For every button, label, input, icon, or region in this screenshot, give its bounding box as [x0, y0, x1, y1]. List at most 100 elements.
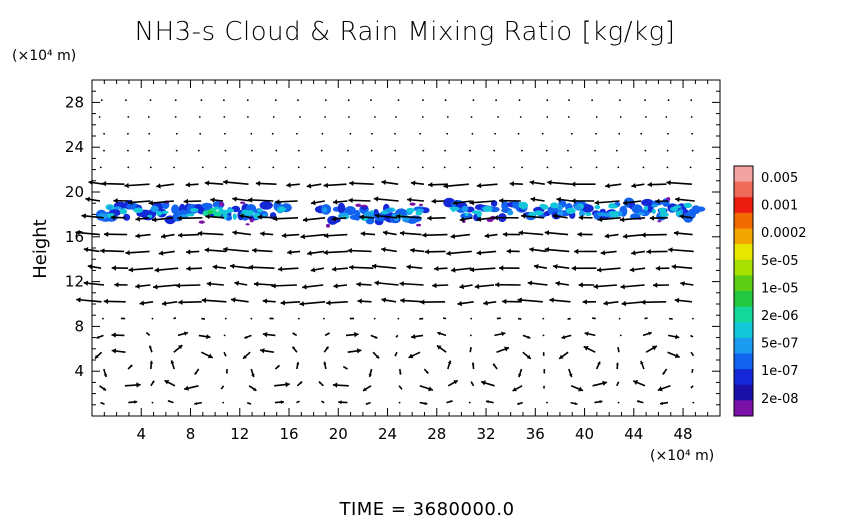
cloud-cell: [651, 204, 658, 208]
wind-vector-head: [207, 353, 213, 359]
wind-vector: [619, 334, 622, 337]
wind-vector-head: [660, 401, 663, 406]
wind-vector-head: [136, 382, 141, 388]
wind-vector-head: [655, 198, 660, 204]
wind-vector: [148, 149, 150, 152]
colorbar-swatch: [734, 353, 753, 370]
wind-vector-head: [120, 317, 123, 320]
wind-vector: [224, 149, 227, 152]
wind-vector-head: [424, 249, 430, 255]
wind-vector: [223, 334, 226, 337]
wind-vector: [493, 166, 495, 169]
wind-vector: [248, 199, 274, 202]
wind-vector: [421, 166, 424, 169]
cloud-cell: [363, 211, 374, 219]
colorbar-swatch: [734, 166, 753, 183]
wind-vector: [323, 317, 325, 320]
wind-vector-head: [178, 299, 183, 305]
wind-vector-head: [673, 230, 679, 236]
x-tick-label: 24: [378, 425, 397, 443]
wind-vector-head: [582, 299, 587, 305]
wind-vector: [644, 149, 647, 152]
wind-vector-head: [399, 230, 405, 236]
cloud-cell: [666, 197, 671, 202]
colorbar-swatch: [734, 369, 753, 386]
wind-vector-head: [483, 300, 488, 306]
wind-vector-head: [633, 380, 639, 385]
wind-vector-head: [571, 181, 576, 187]
wind-vector-head: [186, 249, 191, 255]
wind-vector-head: [221, 387, 223, 389]
wind-vector-head: [170, 360, 175, 364]
wind-vector-head: [552, 213, 558, 219]
wind-vector-head: [252, 387, 257, 391]
wind-vector: [224, 132, 226, 135]
wind-vector-head: [154, 267, 160, 273]
wind-vector-head: [85, 196, 90, 202]
wind-vector-head: [450, 233, 456, 239]
wind-vector: [665, 116, 668, 118]
cloud-cell: [594, 205, 601, 210]
colorbar-swatch: [734, 275, 753, 292]
wind-vector: [324, 116, 326, 118]
wind-vector-head: [323, 361, 327, 365]
wind-vector-head: [331, 266, 337, 272]
wind-vector: [397, 99, 400, 102]
wind-vector-head: [476, 216, 482, 222]
wind-vector: [197, 232, 224, 236]
cloud-cell: [253, 212, 261, 220]
wind-vector-head: [571, 265, 576, 271]
wind-vector-head: [381, 297, 386, 303]
wind-vector-head: [383, 230, 388, 236]
wind-vector-head: [310, 267, 316, 273]
wind-vector-head: [602, 380, 607, 386]
wind-vector-head: [459, 283, 465, 290]
wind-vector-head: [647, 181, 652, 188]
wind-vector-head: [280, 400, 284, 405]
wind-vector: [151, 317, 154, 320]
wind-vector-head: [146, 332, 149, 335]
wind-vector: [98, 116, 101, 118]
wind-vector-head: [324, 233, 329, 239]
cloud-cell: [597, 212, 607, 217]
cloud-cell: [565, 207, 576, 214]
wind-vector: [541, 132, 544, 135]
wind-vector: [446, 116, 449, 118]
wind-vector-head: [471, 381, 473, 384]
wind-vector: [275, 149, 278, 152]
wind-vector-head: [352, 317, 354, 320]
wind-vector: [127, 116, 130, 118]
colorbar-swatch: [734, 291, 753, 308]
wind-vector-head: [424, 401, 428, 406]
wind-vector: [546, 99, 549, 102]
wind-vector: [690, 116, 693, 118]
wind-vector-head: [223, 179, 228, 185]
x-tick-label: 20: [329, 425, 348, 443]
wind-vector: [472, 99, 475, 102]
cloud-cell: [556, 211, 564, 215]
wind-vector-head: [152, 217, 157, 223]
wind-vector-head: [183, 198, 189, 205]
cloud-cell: [219, 202, 225, 207]
wind-vector-head: [471, 362, 475, 365]
wind-vector-head: [597, 216, 603, 223]
wind-vector-head: [597, 267, 602, 273]
wind-vector-head: [495, 282, 500, 288]
wind-vector-head: [518, 230, 523, 236]
cloud-cell: [113, 206, 122, 210]
wind-vector-head: [527, 335, 531, 339]
wind-vector-head: [623, 200, 628, 206]
wind-vector-head: [374, 213, 380, 219]
wind-vector-head: [167, 400, 171, 403]
wind-vector-head: [396, 213, 401, 220]
wind-vector: [645, 116, 647, 118]
wind-vector-head: [574, 248, 579, 255]
wind-vector-head: [657, 386, 663, 392]
colorbar-label: 0.0002: [761, 226, 807, 241]
wind-vector-head: [396, 336, 398, 338]
wind-vector: [149, 99, 152, 102]
wind-vector-head: [666, 180, 671, 186]
colorbar-swatch: [734, 181, 753, 198]
wind-vector-head: [399, 281, 404, 287]
